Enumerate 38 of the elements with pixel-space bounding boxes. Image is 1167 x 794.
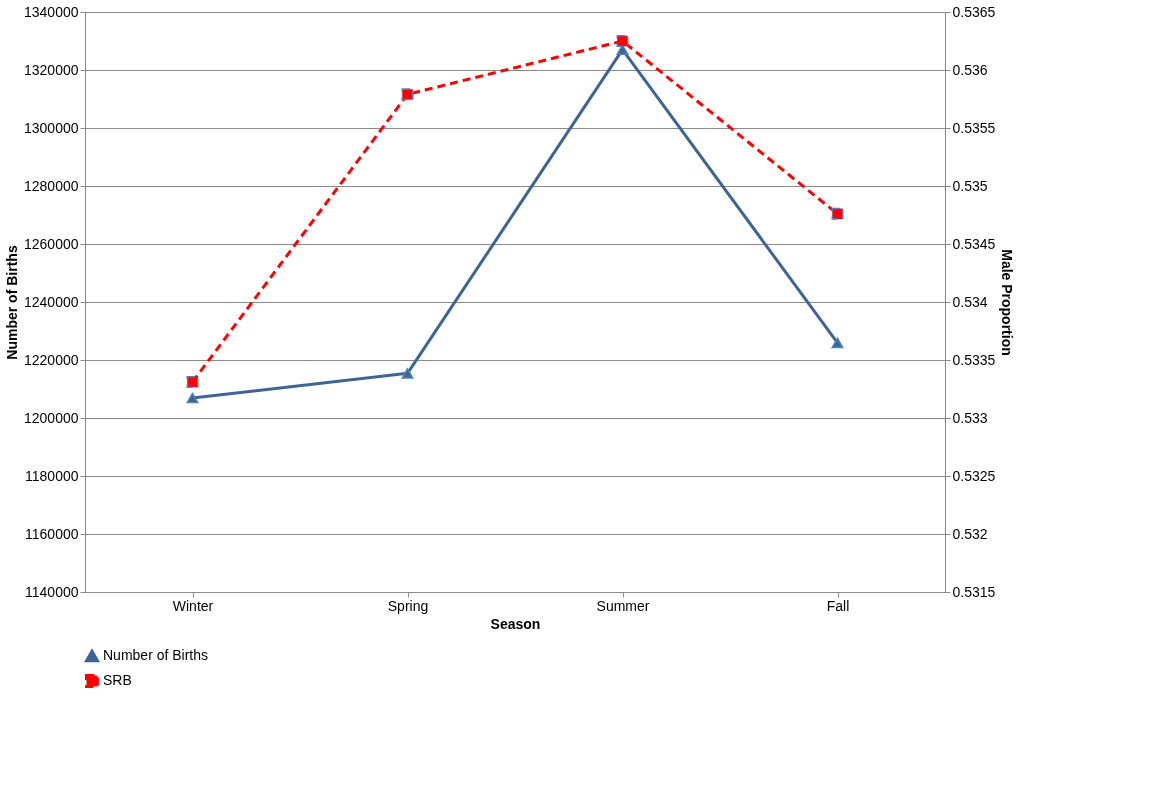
y-tick-label: 1140000	[25, 583, 79, 600]
y2-tick-label: 0.5325	[952, 467, 996, 484]
y-tick-label: 1220000	[23, 351, 79, 368]
x-tick-label: Winter	[172, 597, 214, 614]
y2-tick-label: 0.533	[952, 409, 988, 426]
y2-tick-label: 0.532	[952, 525, 988, 542]
y-tick-label: 1300000	[23, 119, 79, 136]
y2-tick-label: 0.5335	[952, 351, 996, 368]
x-axis-title: Season	[490, 615, 541, 632]
y2-tick-label: 0.5345	[952, 235, 996, 252]
y-tick-label: 1260000	[23, 235, 79, 252]
y2-tick-label: 0.5355	[952, 119, 996, 136]
y-tick-label: 1280000	[23, 177, 79, 194]
y2-tick-label: 0.535	[952, 177, 988, 194]
y2-tick-label: 0.5315	[952, 583, 996, 600]
y-tick-label: 1200000	[23, 409, 79, 426]
point	[186, 376, 199, 389]
y-tick-label: 1340000	[23, 3, 79, 20]
y-axis-title: Number of Births	[4, 245, 20, 360]
point	[401, 368, 414, 379]
legend-label: SRB	[103, 672, 132, 688]
y2-axis-title: Male Proportion	[999, 249, 1016, 356]
y2-tick-label: 0.534	[952, 293, 988, 310]
y2-tick-label: 0.5365	[952, 3, 996, 20]
x-tick-label: Spring	[387, 597, 429, 614]
point	[401, 88, 414, 101]
y-tick-label: 1180000	[25, 467, 79, 484]
y-tick-label: 1160000	[25, 525, 79, 542]
point	[831, 337, 844, 349]
y-tick-label: 1240000	[23, 293, 79, 310]
x-tick-label: Summer	[596, 597, 650, 614]
y-tick-label: 1320000	[23, 61, 79, 78]
legend-label: Number of Births	[103, 647, 209, 663]
point	[186, 392, 199, 404]
x-tick-label: Fall	[826, 597, 850, 614]
y2-tick-label: 0.536	[952, 61, 988, 78]
point	[831, 207, 844, 220]
point	[616, 35, 629, 47]
